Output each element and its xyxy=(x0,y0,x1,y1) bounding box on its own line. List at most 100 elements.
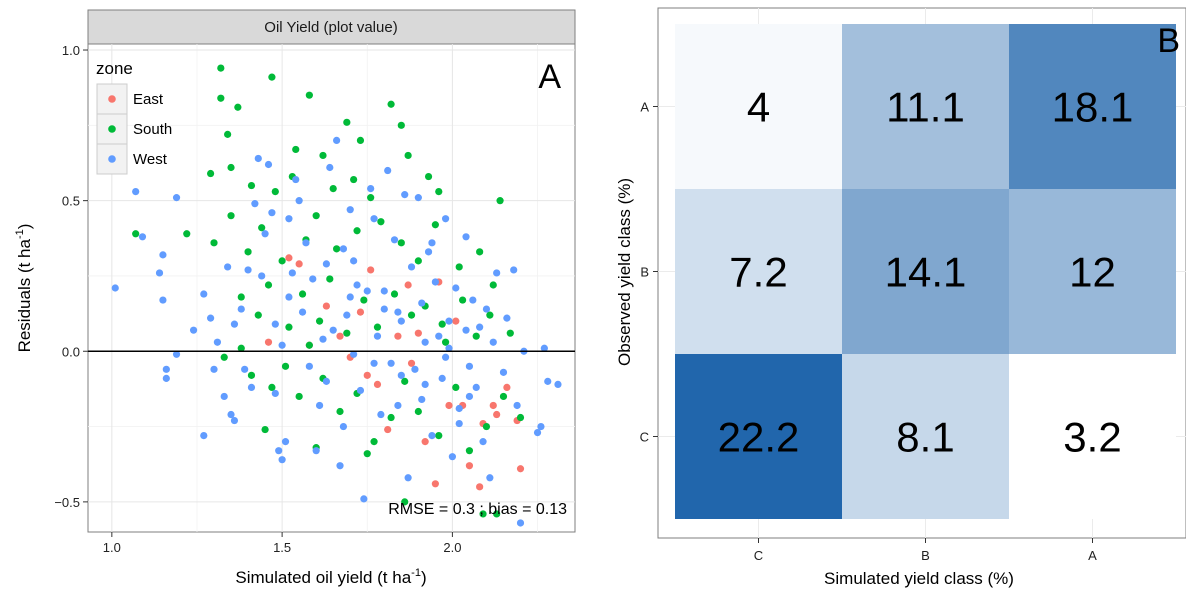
data-point-east xyxy=(373,380,382,388)
data-point-west xyxy=(227,410,235,419)
data-point-south xyxy=(452,383,460,392)
x-tick-label: C xyxy=(754,548,763,563)
data-point-west xyxy=(288,269,296,277)
data-point-west xyxy=(278,456,286,464)
data-point-south xyxy=(326,275,334,283)
panel-a-annotation: RMSE = 0.3 ; bias = 0.13 xyxy=(388,501,567,518)
data-point-east xyxy=(452,317,460,325)
panel-a-plot-area xyxy=(87,43,576,533)
data-point-south xyxy=(264,281,273,289)
data-point-west xyxy=(278,341,286,349)
data-point-south xyxy=(227,163,235,172)
data-point-west xyxy=(285,293,293,301)
data-point-south xyxy=(506,329,514,337)
data-point-west xyxy=(441,215,450,223)
heatmap-cell-label: 4 xyxy=(747,84,770,131)
heatmap-cell-label: 18.1 xyxy=(1052,84,1134,131)
data-point-south xyxy=(312,212,320,220)
data-point-south xyxy=(401,498,409,506)
panel-a-scatter: Oil Yield (plot value) 1.0 1.5 2.0 −0.5 0.0… xyxy=(14,9,576,587)
data-point-south xyxy=(455,263,463,271)
data-point-west xyxy=(285,215,293,223)
data-point-west xyxy=(455,419,463,428)
data-point-west xyxy=(326,163,334,172)
data-point-west xyxy=(503,314,511,322)
data-point-south xyxy=(247,371,256,379)
data-point-east xyxy=(264,338,273,346)
data-point-west xyxy=(247,383,256,392)
data-point-west xyxy=(360,495,368,503)
data-point-south xyxy=(387,413,395,422)
heatmap-cell xyxy=(842,189,1009,354)
panel-b-y-axis-label: Observed yield class (%) xyxy=(615,178,634,366)
data-point-south xyxy=(360,296,368,304)
data-point-west xyxy=(220,392,228,401)
data-point-south xyxy=(404,151,412,160)
data-point-west xyxy=(189,326,198,334)
data-point-south xyxy=(247,181,256,190)
data-point-south xyxy=(373,323,382,331)
data-point-west xyxy=(213,338,222,346)
data-point-west xyxy=(411,365,419,373)
data-point-west xyxy=(370,359,378,367)
data-point-west xyxy=(465,392,474,401)
data-point-west xyxy=(421,380,429,388)
data-point-west xyxy=(230,320,239,328)
data-point-west xyxy=(441,353,450,361)
data-point-south xyxy=(305,341,313,349)
heatmap-cell-label: 14.1 xyxy=(885,249,967,296)
data-point-west xyxy=(132,188,140,196)
data-point-south xyxy=(465,447,474,455)
data-point-west xyxy=(264,160,273,169)
data-point-south xyxy=(343,329,351,337)
data-point-west xyxy=(482,305,491,313)
data-point-west xyxy=(384,166,392,175)
panel-a-strip xyxy=(87,9,576,45)
data-point-east xyxy=(445,401,453,410)
data-point-west xyxy=(353,281,361,289)
data-point-east xyxy=(404,281,412,289)
data-point-west xyxy=(200,290,208,298)
data-point-south xyxy=(224,130,232,138)
data-point-south xyxy=(387,100,395,108)
data-point-south xyxy=(479,510,487,518)
data-point-south xyxy=(268,73,276,81)
data-point-south xyxy=(350,175,358,184)
data-point-west xyxy=(237,305,245,313)
data-point-west xyxy=(329,326,337,334)
data-point-west xyxy=(111,284,119,292)
data-point-west xyxy=(428,239,436,247)
data-point-south xyxy=(407,311,416,319)
data-point-west xyxy=(224,263,232,271)
data-point-west xyxy=(377,410,385,419)
data-point-east xyxy=(322,302,330,310)
data-point-west xyxy=(241,365,249,373)
data-point-west xyxy=(333,136,341,144)
data-point-west xyxy=(540,344,548,352)
data-point-south xyxy=(298,290,307,298)
data-point-south xyxy=(217,64,225,72)
data-point-west xyxy=(155,269,164,277)
data-point-west xyxy=(346,206,354,214)
data-point-south xyxy=(397,121,405,129)
data-point-south xyxy=(220,353,228,361)
x-tick-label: 1.5 xyxy=(273,540,291,555)
y-tick-label: A xyxy=(640,100,649,115)
data-point-south xyxy=(234,103,242,111)
data-point-west xyxy=(397,317,405,325)
data-point-south xyxy=(367,194,375,202)
data-point-south xyxy=(424,172,433,181)
data-point-south xyxy=(414,407,422,416)
data-point-east xyxy=(431,480,439,488)
data-point-west xyxy=(261,230,269,238)
data-point-south xyxy=(292,145,300,154)
data-point-west xyxy=(452,284,460,292)
data-point-west xyxy=(339,245,348,253)
data-point-south xyxy=(496,197,504,205)
heatmap-cell-label: 12 xyxy=(1069,249,1116,296)
data-point-west xyxy=(387,359,395,367)
data-point-south xyxy=(285,323,293,331)
data-point-west xyxy=(394,401,402,410)
data-point-east xyxy=(516,465,525,473)
